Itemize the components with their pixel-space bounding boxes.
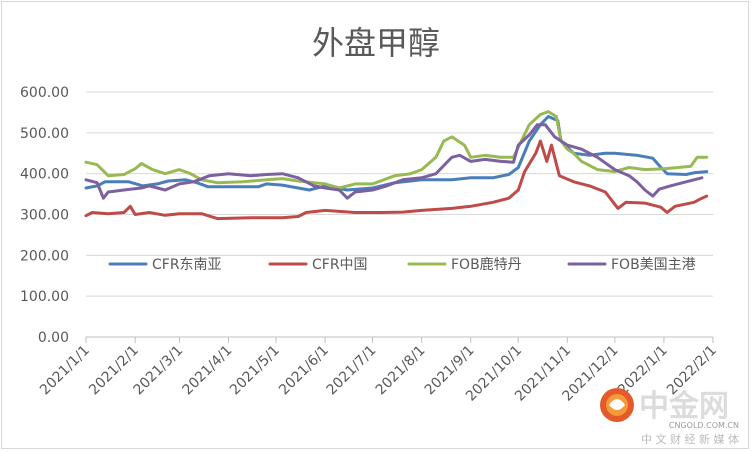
- cngold-logo-icon: [600, 388, 634, 422]
- watermark: 中金网 CNGOLD.COM.CN 中 文 财 经 新 媒 体: [600, 388, 739, 446]
- series-line-3: [84, 123, 704, 200]
- x-tick-label: 2021/5/1: [227, 343, 283, 399]
- legend-label: FOB美国主港: [611, 257, 696, 273]
- legend: CFR东南亚 CFR中国 FOB鹿特丹 FOB美国主港: [108, 256, 696, 273]
- watermark-domain: CNGOLD.COM.CN: [669, 421, 739, 430]
- series-line-2: [84, 110, 709, 190]
- y-tick-label: 100.00: [20, 289, 69, 305]
- y-tick-label: 400.00: [20, 167, 69, 183]
- watermark-brand: 中金网: [639, 389, 729, 424]
- legend-label: CFR中国: [312, 257, 368, 273]
- chart-title: 外盘甲醇: [312, 24, 440, 62]
- y-tick-label: 500.00: [20, 126, 69, 142]
- series-line-1: [84, 139, 709, 221]
- x-tick-label: 2021/7/1: [324, 343, 380, 399]
- y-tick-label: 600.00: [20, 85, 69, 101]
- y-tick-label: 0.00: [38, 330, 69, 346]
- x-tick-label: 2021/4/1: [180, 343, 236, 399]
- y-tick-label: 200.00: [20, 248, 69, 264]
- series-lines: [84, 110, 709, 221]
- legend-label: FOB鹿特丹: [451, 256, 522, 273]
- y-tick-label: 300.00: [20, 208, 69, 224]
- legend-label: CFR东南亚: [152, 257, 222, 273]
- x-tick-label: 2021/6/1: [276, 343, 332, 399]
- watermark-slogan: 中 文 财 经 新 媒 体: [641, 432, 739, 446]
- x-tick-label: 2021/1/1: [37, 343, 93, 399]
- x-tick-label: 2021/8/1: [373, 343, 429, 399]
- y-axis-labels: 0.00 100.00 200.00 300.00 400.00 500.00 600.00: [20, 85, 69, 346]
- series-line-0: [84, 115, 709, 192]
